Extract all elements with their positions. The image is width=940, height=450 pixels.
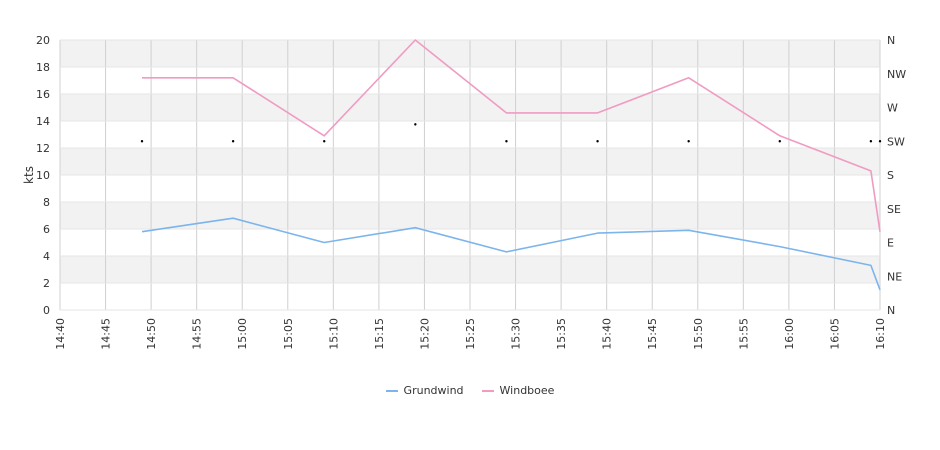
x-tick-label: 15:50 bbox=[692, 318, 705, 350]
y-tick-label: 12 bbox=[36, 142, 50, 155]
y-tick-label: 10 bbox=[36, 169, 50, 182]
direction-marker bbox=[878, 140, 882, 143]
x-tick-label: 15:40 bbox=[601, 318, 614, 350]
x-tick-label: 15:10 bbox=[327, 318, 340, 350]
right-tick-label: N bbox=[887, 34, 895, 47]
horizontal-gridlines bbox=[60, 39, 880, 311]
x-axis-ticks: 14:40 14:45 14:50 14:55 15:00 15:05 15:10 15:15… bbox=[54, 318, 887, 350]
series-lines bbox=[141, 39, 881, 291]
direction-marker bbox=[323, 140, 326, 143]
direction-marker bbox=[414, 123, 417, 126]
x-tick-label: 16:00 bbox=[783, 318, 796, 350]
right-tick-label: N bbox=[887, 304, 895, 317]
legend-swatch-windboee bbox=[481, 389, 494, 392]
direction-marker bbox=[505, 140, 508, 143]
x-tick-label: 16:10 bbox=[874, 318, 887, 350]
legend-swatch-grundwind bbox=[385, 389, 398, 392]
x-tick-label: 14:55 bbox=[191, 318, 204, 350]
legend-item-windboee[interactable]: Windboee bbox=[481, 384, 555, 397]
right-tick-label: E bbox=[887, 237, 894, 250]
direction-marker bbox=[596, 140, 599, 143]
x-tick-label: 15:00 bbox=[236, 318, 249, 350]
x-tick-label: 15:45 bbox=[646, 318, 659, 350]
y-tick-label: 8 bbox=[43, 196, 50, 209]
x-tick-label: 16:05 bbox=[828, 318, 841, 350]
left-axis-ticks: 0 2 4 6 8 10 12 14 16 18 20 bbox=[36, 34, 50, 317]
y-tick-label: 16 bbox=[36, 88, 50, 101]
direction-marker bbox=[869, 140, 873, 143]
y-tick-label: 2 bbox=[43, 277, 50, 290]
x-tick-label: 15:55 bbox=[737, 318, 750, 350]
y-tick-label: 18 bbox=[36, 61, 50, 74]
legend-item-grundwind[interactable]: Grundwind bbox=[385, 384, 464, 397]
series-line-windboee bbox=[142, 39, 881, 232]
direction-marker bbox=[140, 140, 144, 143]
right-tick-label: SE bbox=[887, 203, 901, 216]
y-tick-label: 6 bbox=[43, 223, 50, 236]
direction-markers bbox=[140, 123, 882, 143]
x-tick-label: 14:45 bbox=[100, 318, 113, 350]
series-line-grundwind bbox=[141, 217, 881, 291]
x-tick-label: 15:25 bbox=[464, 318, 477, 350]
right-tick-label: SW bbox=[887, 135, 905, 148]
x-tick-label: 15:15 bbox=[373, 318, 386, 350]
direction-marker bbox=[687, 140, 690, 143]
right-tick-label: W bbox=[887, 102, 898, 115]
y-tick-label: 20 bbox=[36, 34, 50, 47]
right-axis-ticks: N NE E SE S SW W NW N bbox=[887, 34, 906, 317]
right-tick-label: NW bbox=[887, 68, 906, 81]
x-tick-label: 15:05 bbox=[282, 318, 295, 350]
legend: Grundwind Windboee bbox=[0, 384, 940, 397]
right-tick-label: NE bbox=[887, 270, 902, 283]
direction-marker bbox=[778, 140, 781, 143]
x-tick-label: 15:35 bbox=[555, 318, 568, 350]
x-tick-label: 14:40 bbox=[54, 318, 67, 350]
x-tick-label: 14:50 bbox=[145, 318, 158, 350]
y-axis-label: kts bbox=[22, 166, 36, 184]
x-tick-label: 15:20 bbox=[418, 318, 431, 350]
right-tick-label: S bbox=[887, 169, 894, 182]
direction-marker bbox=[231, 140, 235, 143]
legend-label-windboee: Windboee bbox=[499, 384, 555, 397]
y-tick-label: 14 bbox=[36, 115, 50, 128]
y-tick-label: 4 bbox=[43, 250, 50, 263]
x-tick-label: 15:30 bbox=[510, 318, 523, 350]
legend-label-grundwind: Grundwind bbox=[403, 384, 464, 397]
y-tick-label: 0 bbox=[43, 304, 50, 317]
